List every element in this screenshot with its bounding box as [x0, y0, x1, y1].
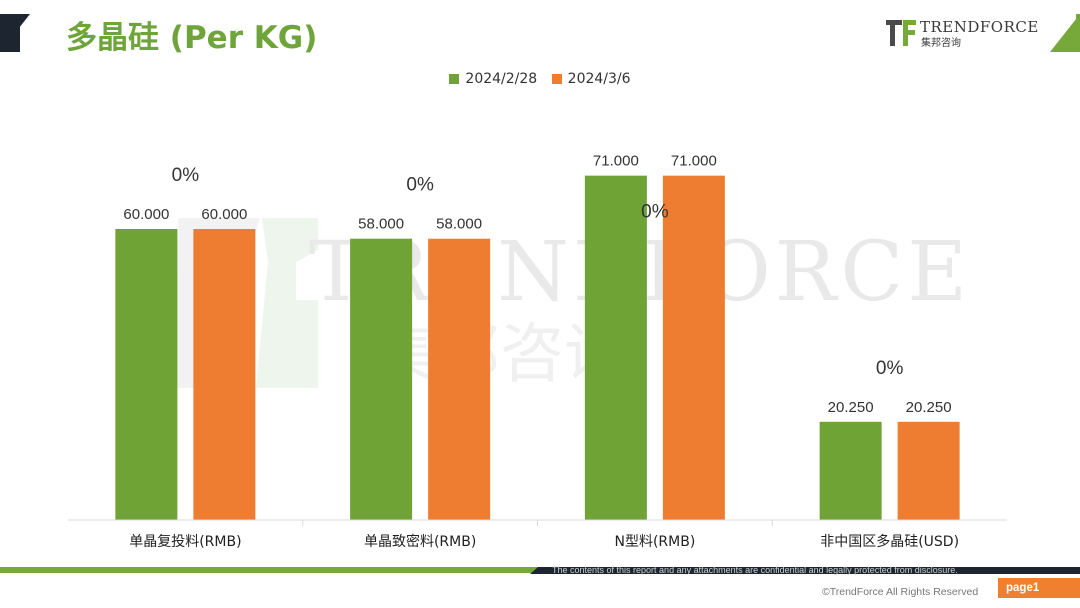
legend-item-series-1: 2024/2/28	[449, 71, 537, 87]
x-axis-ticks: 单晶复投料(RMB) 单晶致密料(RMB) N型料(RMB) 非中国区多晶硅(USD)	[129, 520, 959, 550]
data-label-1-2: 58.000	[358, 216, 404, 233]
trendforce-logo: TRENDFORCE 集邦咨询	[886, 18, 1038, 50]
data-label-1-3: 71.000	[593, 153, 639, 170]
page-number-badge: page1	[998, 578, 1080, 598]
x-tick-label-2: 单晶致密料(RMB)	[364, 533, 476, 550]
legend-item-series-2: 2024/3/6	[551, 71, 631, 87]
bar-2-1	[193, 229, 256, 520]
bar-1-2	[350, 238, 413, 520]
logo-text: TRENDFORCE	[920, 18, 1039, 36]
watermark: TRENDFORCE 集邦咨询	[175, 218, 967, 392]
header-corner-right-slant	[1050, 14, 1080, 52]
change-label-1: 0%	[172, 165, 200, 186]
bar-1-3	[584, 175, 647, 520]
data-label-2-3: 71.000	[671, 153, 717, 170]
footer-disclaimer: The contents of this report and any atta…	[552, 565, 958, 575]
x-tick-label-3: N型料(RMB)	[614, 534, 695, 550]
x-tick-label-4: 非中国区多晶硅(USD)	[820, 533, 959, 550]
chart-legend: 2024/2/28 2024/3/6	[0, 71, 1080, 88]
data-label-2-1: 60.000	[201, 206, 247, 223]
legend-swatch-series-1	[449, 74, 460, 84]
header-corner-left-slant	[0, 14, 30, 52]
bar-2-2	[428, 238, 491, 520]
change-label-4: 0%	[876, 358, 904, 379]
footer-rule-dark	[530, 567, 1080, 574]
bars-layer: 60.000 60.000 0% 58.000 58.000 0% 71.000 71.000…	[115, 153, 960, 520]
legend-label-series-2: 2024/3/6	[567, 71, 631, 87]
x-tick-label-1: 单晶复投料(RMB)	[129, 533, 241, 550]
data-label-2-2: 58.000	[436, 216, 482, 233]
page-title: 多晶硅 (Per KG)	[66, 20, 318, 56]
legend-label-series-1: 2024/2/28	[465, 71, 538, 87]
logo-subtext: 集邦咨询	[921, 38, 961, 49]
footer-rule-green	[0, 567, 540, 573]
data-label-1-4: 20.250	[828, 399, 874, 416]
bar-1-4	[819, 421, 882, 520]
trendforce-logo-icon	[886, 20, 916, 46]
bar-1-1	[115, 229, 178, 520]
change-label-2: 0%	[406, 175, 434, 196]
bar-2-4	[897, 421, 960, 520]
bar-2-3	[662, 175, 725, 520]
data-label-1-1: 60.000	[123, 206, 169, 223]
footer-copyright: ©TrendForce All Rights Reserved	[822, 586, 979, 598]
data-label-2-4: 20.250	[906, 399, 952, 416]
change-label-3: 0%	[641, 202, 669, 223]
legend-swatch-series-2	[551, 74, 562, 84]
